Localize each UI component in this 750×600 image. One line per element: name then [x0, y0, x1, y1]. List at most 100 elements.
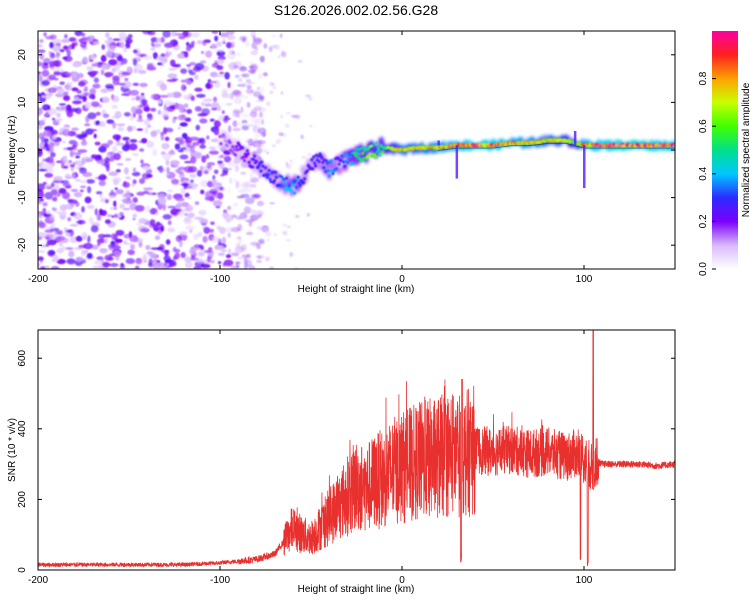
noise-blob	[96, 160, 104, 164]
noise-blob	[187, 212, 195, 218]
noise-blob	[94, 208, 98, 216]
noise-blob	[262, 225, 269, 228]
noise-blob	[150, 46, 156, 51]
ridge-core	[371, 143, 375, 148]
noise-blob	[60, 180, 70, 185]
noise-blob	[171, 78, 179, 81]
ridge-core	[291, 184, 295, 188]
noise-blob	[90, 154, 98, 160]
noise-blob	[107, 152, 111, 159]
noise-blob	[38, 49, 46, 54]
noise-blob	[166, 92, 175, 98]
ridge-core	[351, 161, 355, 165]
noise-blob	[97, 175, 102, 181]
noise-blob	[179, 147, 187, 151]
noise-blob	[179, 122, 188, 127]
noise-blob	[199, 118, 208, 124]
noise-blob	[38, 213, 41, 217]
noise-blob	[203, 226, 211, 234]
noise-blob	[52, 207, 57, 212]
noise-blob	[38, 39, 44, 43]
noise-blob	[126, 125, 133, 132]
noise-blob	[141, 138, 148, 144]
noise-blob	[118, 211, 124, 216]
noise-blob	[202, 39, 207, 46]
noise-blob	[53, 71, 62, 76]
ridge-core	[252, 154, 257, 158]
noise-blob	[234, 74, 240, 79]
ridge-core	[283, 180, 287, 184]
noise-blob	[295, 214, 300, 218]
noise-blob	[280, 114, 283, 119]
snr-y-ticks: 0 200 400 600	[17, 349, 675, 573]
noise-blob	[257, 73, 263, 80]
noise-blob	[85, 101, 92, 109]
noise-blob	[249, 184, 257, 188]
noise-blob	[53, 210, 62, 214]
noise-blob	[177, 201, 183, 205]
spectrogram-x-ticks: -200 -100 0 100	[28, 31, 593, 285]
noise-blob	[189, 136, 199, 141]
ridge-baseline	[438, 142, 675, 151]
noise-blob	[189, 61, 196, 66]
noise-blob	[120, 93, 130, 96]
noise-blob	[225, 226, 234, 233]
noise-blob	[112, 134, 122, 140]
noise-blob	[200, 189, 205, 195]
ridge-core	[231, 145, 235, 149]
noise-blob	[206, 135, 210, 140]
noise-blob	[212, 137, 219, 143]
noise-blob	[38, 61, 44, 67]
noise-blob	[104, 156, 110, 164]
noise-blob	[227, 232, 232, 238]
noise-blob	[52, 254, 59, 262]
noise-blob	[142, 190, 150, 194]
noise-blob	[154, 235, 161, 241]
noise-blob	[159, 37, 165, 43]
ridge-core	[219, 142, 223, 146]
spectrogram-spike	[573, 130, 577, 146]
noise-blob	[112, 176, 122, 183]
noise-blob	[175, 33, 185, 36]
noise-blob	[75, 155, 81, 159]
noise-blob	[250, 50, 259, 56]
noise-blob	[115, 255, 120, 261]
noise-blob	[69, 150, 74, 158]
noise-blob	[171, 91, 182, 98]
noise-blob	[107, 139, 114, 145]
noise-blob	[213, 96, 218, 102]
noise-blob	[66, 110, 74, 118]
noise-blob	[62, 45, 69, 50]
noise-blob	[272, 86, 277, 89]
ridge-halo	[337, 166, 343, 175]
noise-blob	[112, 121, 117, 129]
noise-blob	[69, 108, 79, 113]
noise-blob	[107, 214, 112, 218]
noise-blob	[78, 244, 86, 249]
spectrogram-ridge-core	[218, 133, 675, 195]
noise-blob	[216, 65, 224, 71]
noise-blob	[236, 256, 245, 260]
ridge-core	[244, 154, 248, 158]
noise-blob	[123, 233, 131, 239]
ridge-core	[313, 161, 317, 165]
noise-blob	[241, 81, 247, 89]
noise-blob	[113, 207, 117, 210]
noise-blob	[264, 256, 270, 262]
noise-blob	[109, 194, 115, 199]
y-tick-label: 10	[17, 96, 28, 108]
noise-blob	[186, 197, 192, 200]
noise-blob	[180, 79, 185, 83]
noise-blob	[209, 118, 216, 122]
noise-blob	[78, 167, 85, 170]
noise-blob	[267, 238, 270, 242]
noise-blob	[211, 236, 220, 243]
ridge-core	[330, 158, 334, 163]
noise-blob	[94, 141, 101, 146]
noise-blob	[46, 210, 51, 215]
noise-blob	[49, 41, 54, 49]
ridge-core	[364, 148, 368, 152]
ridge-core	[241, 146, 245, 150]
ridge-core	[228, 140, 232, 145]
